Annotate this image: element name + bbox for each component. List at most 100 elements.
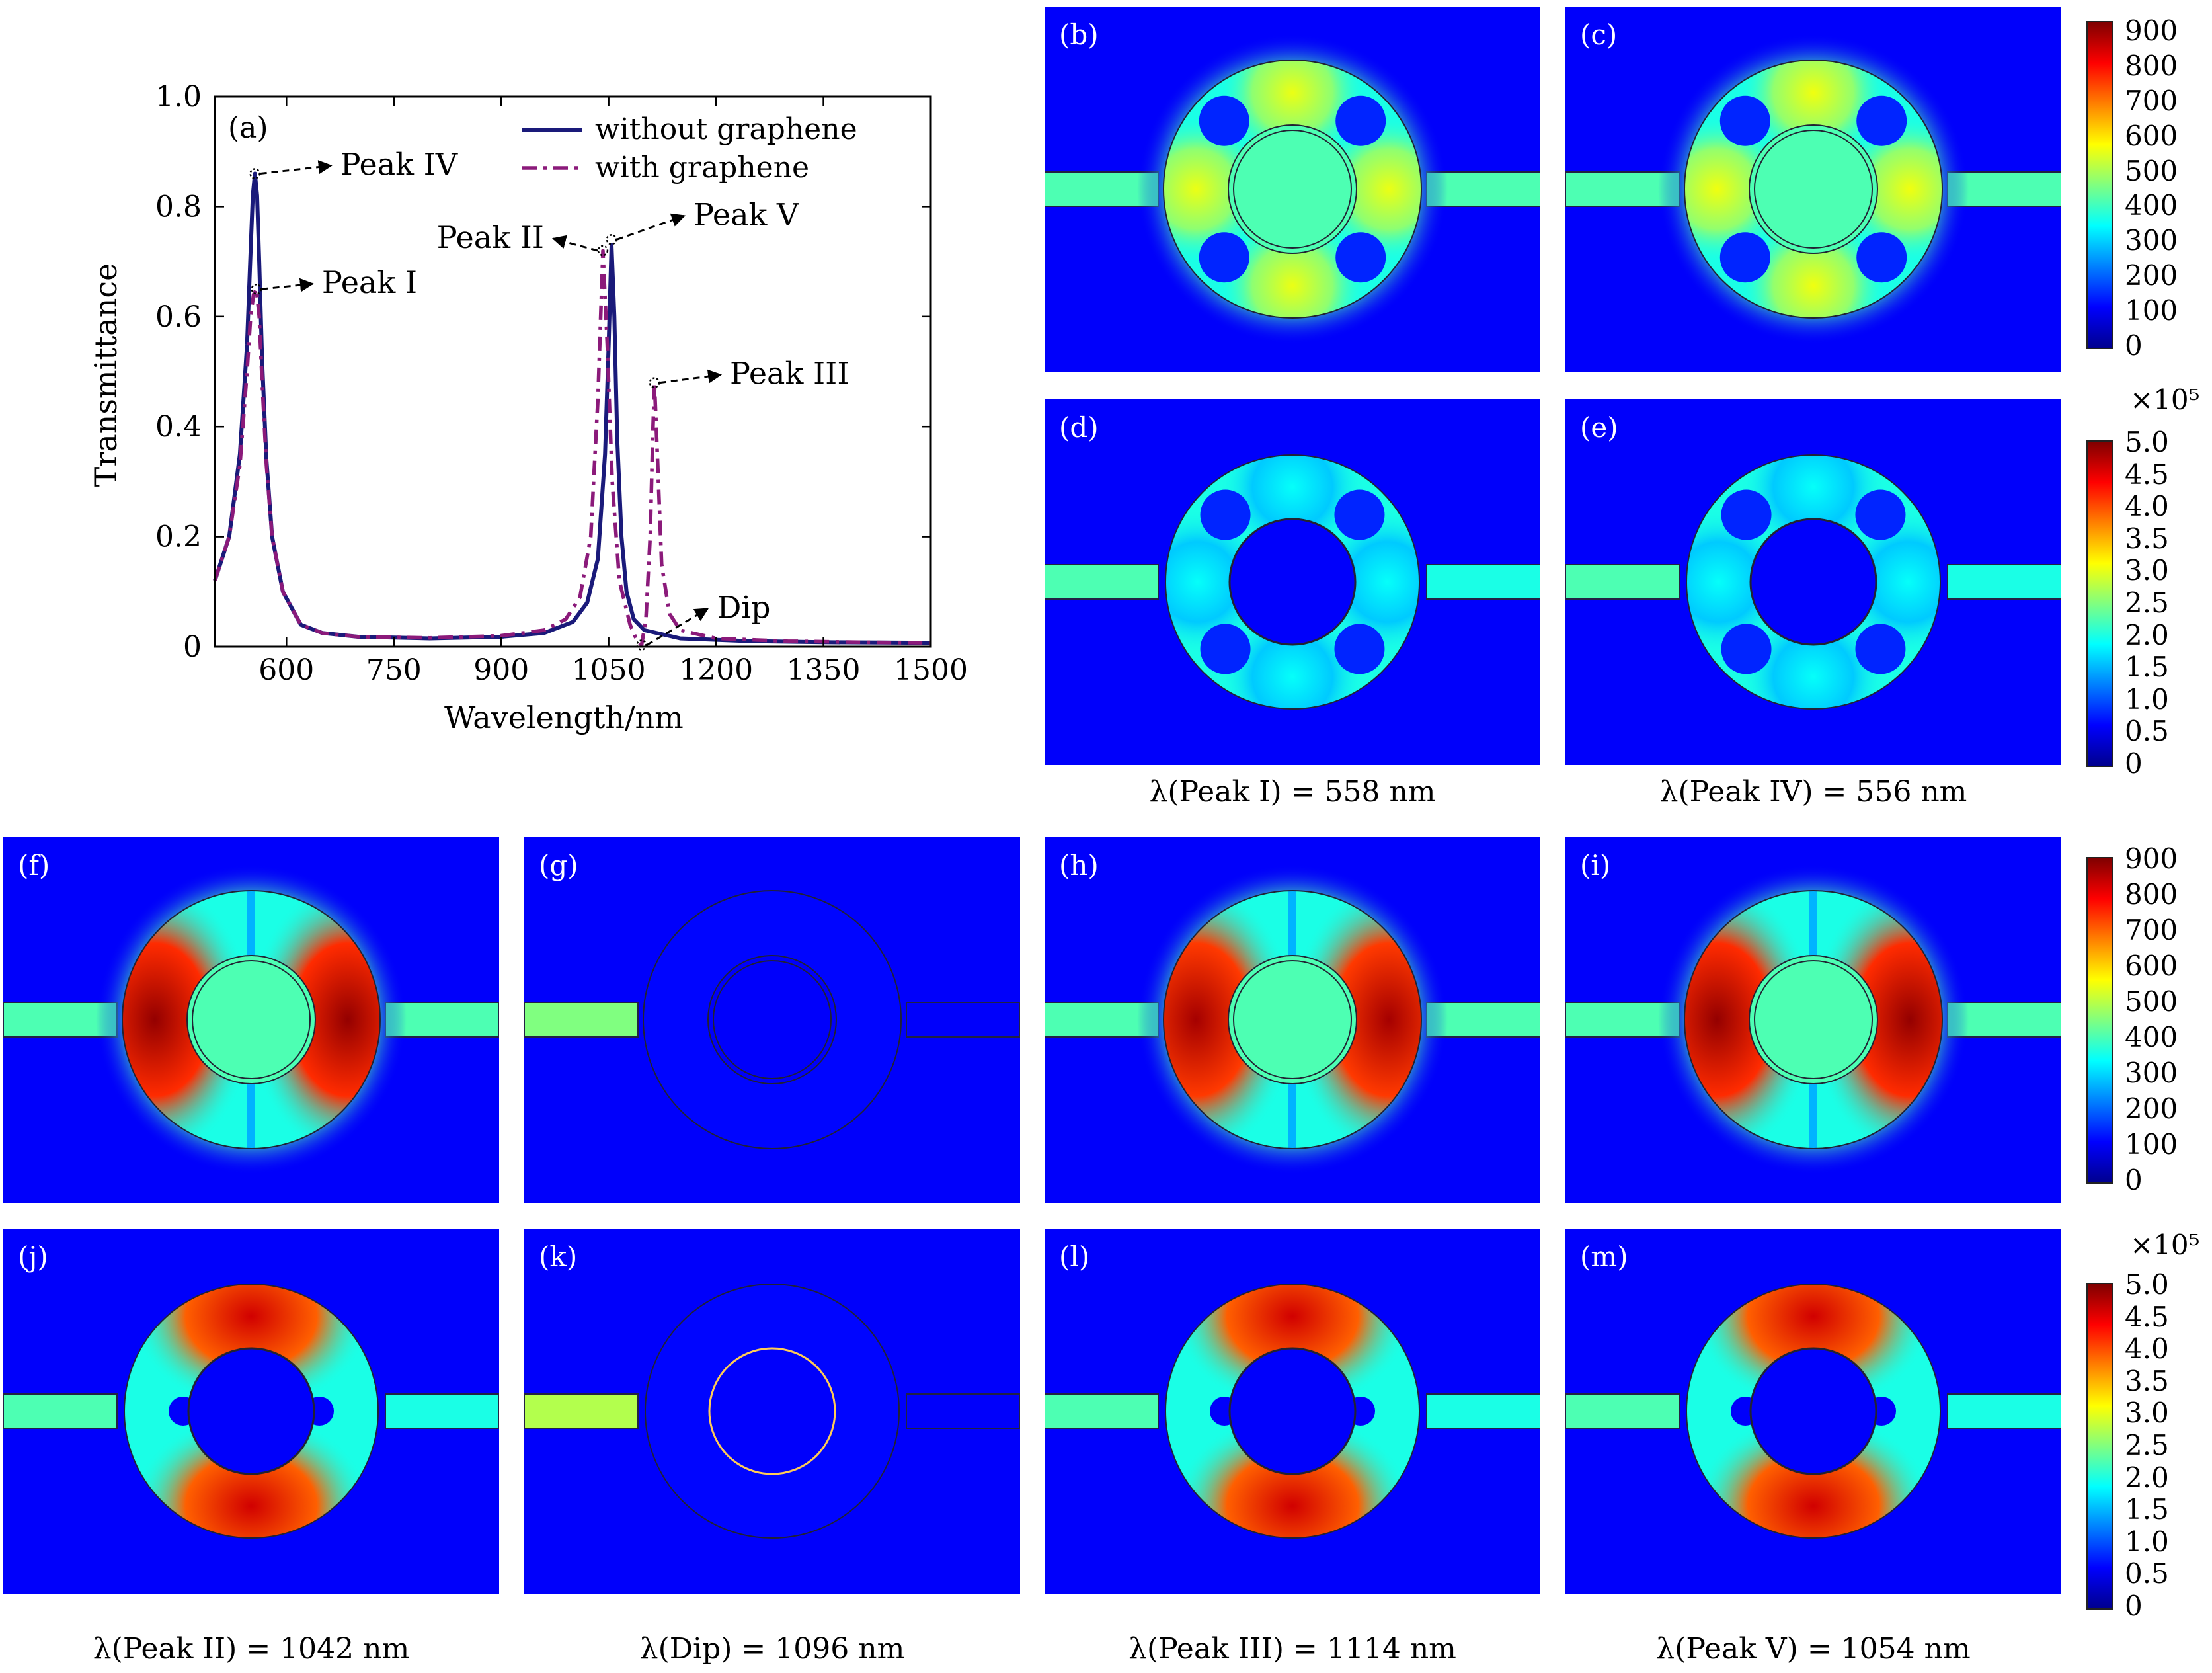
inner-core-outline [1228,124,1357,254]
field-panel-k: (k) [524,1229,1020,1594]
field-node [1721,624,1772,674]
chart-svg: Peak IV Peak I Peak II Peak V Peak III Dip 60… [155,80,968,687]
field-lobe [1290,891,1421,1149]
colorbar-tick-label: 700 [2125,84,2178,117]
inner-core-outline [192,960,311,1079]
field-node [1335,232,1386,283]
transmittance-chart: Peak IV Peak I Peak II Peak V Peak III Dip 60… [0,0,992,767]
inner-core-outline [187,1347,315,1475]
caption-j: λ(Peak II) = 1042 nm [93,1632,410,1666]
input-waveguide [1565,564,1680,600]
field-lobe [1684,891,1816,1149]
field-lobe [1835,509,1940,655]
colorbar-tick-label: 800 [2125,878,2178,911]
outer-ring-outline [1163,890,1422,1149]
field-lobe [1316,116,1421,262]
colorbar-tick-label: 0 [2125,1590,2143,1622]
series-line-with-graphene [213,249,931,647]
y-tick-label: 0.4 [155,410,202,444]
inner-core-outline [707,955,837,1084]
annotation-label: Peak II [437,220,544,255]
y-tick-label: 0 [183,630,202,664]
inner-core-outline [186,955,316,1084]
field-panel-j: (j) [3,1229,499,1594]
panel-label: (g) [539,849,578,881]
colorbar-tick-label: 0 [2125,329,2143,362]
field-lobe [1173,1413,1411,1538]
colorbar-tick-label: 600 [2125,119,2178,152]
caption-d: λ(Peak I) = 558 nm [1149,775,1436,809]
field-map [1565,7,2061,372]
field-lobe [1741,60,1886,165]
inner-core-outline [1228,518,1357,646]
x-tick-label: 750 [366,653,422,687]
field-node [1855,489,1906,540]
colorbar-tick-label: 800 [2125,49,2178,82]
colorbar-multiplier-top: ×10⁵ [2130,384,2200,416]
inner-core-outline [1749,955,1878,1084]
y-tick-label: 1.0 [155,80,202,114]
panel-label: (f) [18,849,50,881]
field-lobe [1165,509,1271,655]
field-node [1199,232,1249,283]
colorbar-tick-label: 1.0 [2125,1525,2169,1558]
field-lobe [1220,213,1365,318]
field-lobes [1164,60,1421,318]
field-lobe [1694,1284,1932,1409]
field-panel-b: (b) [1045,7,1540,372]
annotation-label: Peak V [693,196,799,232]
outer-ring-outline [643,890,902,1149]
colorbar-tick-label: 400 [2125,189,2178,222]
field-map [1565,399,2061,765]
field-lobe [1741,604,1886,709]
colorbar-tick-label: 0.5 [2125,1557,2169,1590]
field-panel-c: (c) [1565,7,2061,372]
colorbar-tick-label: 0 [2125,1164,2143,1196]
field-lobe [1837,116,1942,262]
colorbar-charge-bottom [2086,1283,2113,1610]
outer-ring-outline [1163,60,1422,319]
colorbar-multiplier-bottom: ×10⁵ [2130,1229,2200,1261]
legend-label: without graphene [595,112,857,146]
annotation-label: Peak III [730,356,849,391]
x-tick-label: 1050 [572,653,646,687]
outer-ring-outline [1165,1284,1420,1539]
x-tick-label: 1500 [894,653,968,687]
y-tick-label: 0.6 [155,300,202,334]
outer-ring-outline [1686,454,1941,710]
colorbar-tick-label: 300 [2125,1057,2178,1089]
field-map [1045,7,1540,372]
input-waveguide [1045,1393,1159,1429]
colorbar-tick-label: 1.5 [2125,651,2169,684]
field-lobe [1694,1413,1932,1538]
field-map [524,837,1020,1203]
x-tick-label: 600 [258,653,314,687]
caption-l: λ(Peak III) = 1114 nm [1128,1632,1456,1666]
field-lobe [1741,213,1886,318]
colorbar-tick-label: 4.5 [2125,1300,2169,1333]
field-lobe [1686,509,1792,655]
colorbar-tick-label: 4.5 [2125,458,2169,491]
field-panel-m: (m) [1565,1229,2061,1594]
field-lobe [1164,116,1269,262]
field-node [1721,489,1772,540]
annotation-arrow [260,160,333,175]
caption-m: λ(Peak V) = 1054 nm [1656,1632,1971,1666]
inner-core-outline [1228,955,1357,1084]
panel-label: (e) [1580,411,1618,444]
colorbar-field-top [2086,21,2113,349]
y-tick-label: 0.2 [155,520,202,554]
field-node [1719,232,1770,283]
colorbar-tick-label: 200 [2125,1092,2178,1125]
outer-ring-outline [1684,60,1943,319]
output-waveguide [906,1393,1020,1429]
panel-label: (l) [1059,1241,1090,1273]
colorbar-tick-label: 0 [2125,747,2143,780]
field-lobes [1165,455,1419,709]
resonator-body [645,1284,899,1538]
output-waveguide [1426,564,1540,600]
field-map [1565,837,2061,1203]
x-tick-label: 900 [473,653,529,687]
colorbar-tick-label: 2.5 [2125,1429,2169,1461]
field-lobe [1220,604,1365,709]
